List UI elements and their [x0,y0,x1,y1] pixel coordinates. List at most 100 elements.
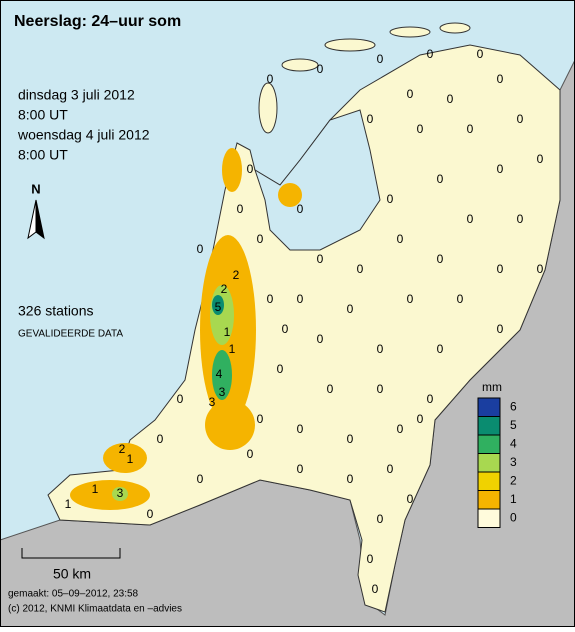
legend-label: 6 [510,399,517,413]
station-value: 0 [477,47,484,61]
station-value: 0 [387,462,394,476]
legend: 0 1 2 3 4 5 6 [477,397,517,528]
station-value: 0 [407,492,414,506]
legend-label: 3 [510,455,517,469]
station-value: 0 [197,472,204,486]
station-value: 0 [297,462,304,476]
station-value: 2 [221,282,228,296]
legend-label: 0 [510,510,517,524]
precip-area [70,480,150,510]
precip-area [205,400,255,450]
station-value: 0 [497,72,504,86]
station-value: 0 [467,212,474,226]
station-value: 0 [497,322,504,336]
data-status: GEVALIDEERDE DATA [18,329,123,340]
precipitation [70,148,302,510]
island [439,22,471,34]
station-value: 0 [417,122,424,136]
legend-swatch [477,416,501,436]
station-value: 0 [327,382,334,396]
station-value: 1 [229,342,236,356]
station-value: 0 [437,342,444,356]
station-value: 0 [372,582,379,596]
legend-label: 4 [510,436,517,450]
station-value: 0 [397,422,404,436]
legend-unit: mm [482,380,502,394]
station-value: 0 [437,172,444,186]
station-value: 0 [417,412,424,426]
scale-label: 50 km [53,566,91,582]
station-value: 1 [224,325,231,339]
made-date: gemaakt: 05–09–2012, 23:58 [8,589,139,600]
station-count: 326 stations [18,303,94,319]
station-value: 2 [233,268,240,282]
precip-area [212,350,232,400]
legend-label: 2 [510,473,517,487]
legend-swatch [477,508,501,528]
station-value: 0 [497,162,504,176]
station-value: 0 [407,87,414,101]
copyright: (c) 2012, KNMI Klimaatdata en –advies [8,604,182,615]
station-value: 0 [267,72,274,86]
station-value: 0 [457,292,464,306]
station-value: 0 [537,262,544,276]
station-value: 0 [157,432,164,446]
station-value: 0 [367,112,374,126]
precip-area [212,295,224,315]
station-value: 1 [127,452,134,466]
wadden-islands [258,22,471,134]
legend-label: 5 [510,418,517,432]
station-value: 0 [377,512,384,526]
station-value: 0 [267,292,274,306]
scale-bar [21,548,121,559]
station-value: 0 [277,362,284,376]
end-date: woensdag 4 juli 2012 [17,127,150,143]
station-value: 0 [317,252,324,266]
title: Neerslag: 24–uur som [14,13,181,30]
station-value: 0 [427,392,434,406]
station-value: 0 [237,202,244,216]
station-value: 0 [282,322,289,336]
station-value: 0 [247,447,254,461]
station-value: 0 [387,192,394,206]
station-value: 4 [216,367,223,381]
station-value: 0 [427,47,434,61]
precip-area [278,183,302,207]
station-value: 0 [147,507,154,521]
station-value: 0 [517,112,524,126]
legend-swatch [477,434,501,454]
station-value: 0 [397,232,404,246]
station-value: 0 [347,302,354,316]
precip-area [112,487,128,501]
island [389,26,431,38]
station-value: 0 [297,422,304,436]
station-value: 1 [65,497,72,511]
station-value: 0 [407,292,414,306]
station-value: 3 [219,385,226,399]
station-value: 0 [297,202,304,216]
north-label: N [31,181,40,196]
ijsselmeer [254,109,381,251]
legend-swatch [477,490,501,510]
station-value: 0 [347,432,354,446]
precip-area [103,443,147,473]
legend-swatch [477,453,501,473]
station-value: 2 [119,442,126,456]
legend-label: 1 [510,492,517,506]
station-value: 0 [347,472,354,486]
island [324,38,376,52]
station-value: 0 [247,162,254,176]
precip-area [222,148,242,192]
station-value: 1 [92,482,99,496]
station-value: 0 [297,292,304,306]
station-value: 0 [437,252,444,266]
start-date: dinsdag 3 juli 2012 [18,87,135,103]
station-value: 0 [497,262,504,276]
station-value: 0 [467,122,474,136]
station-value: 0 [177,392,184,406]
legend-swatch [477,471,501,491]
station-value: 0 [357,262,364,276]
station-value: 0 [317,62,324,76]
